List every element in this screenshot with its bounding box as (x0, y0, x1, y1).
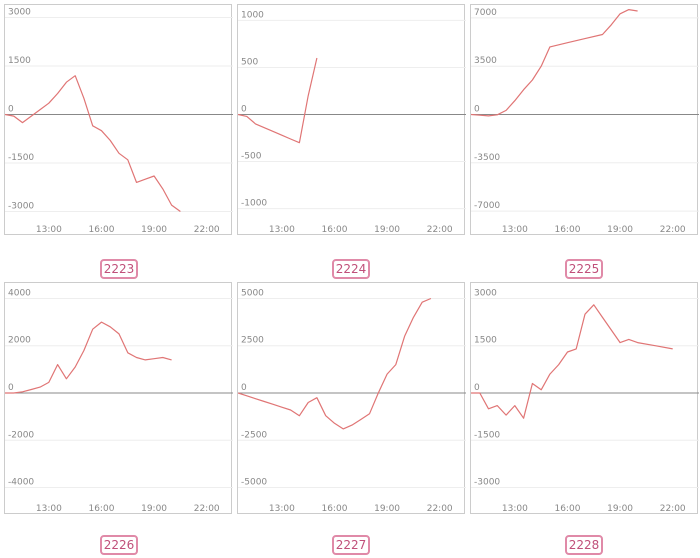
chart-panel-2225: 7000 3500 0 -3500 -7000 13:00 16:00 19:00 22:00 … (470, 4, 699, 279)
y-tick-label: -1500 (474, 430, 500, 440)
y-tick-label: -500 (241, 152, 262, 162)
plot-frame: 3000 1500 0 -1500 -3000 13:00 16:00 19:00 22:00 (4, 4, 233, 235)
line-chart-2225: 7000 3500 0 -3500 -7000 13:00 16:00 19:00 22:00 (471, 8, 699, 235)
y-tick-label: 2500 (241, 336, 264, 346)
chart-panel-2223: 3000 1500 0 -1500 -3000 13:00 16:00 19:00 22:00 … (4, 4, 233, 279)
x-tick-label: 22:00 (194, 504, 220, 514)
y-tick-label: 5000 (241, 288, 264, 298)
x-tick-label: 16:00 (88, 504, 114, 514)
y-tick-label: 3000 (8, 7, 31, 17)
series-line (238, 297, 432, 430)
x-tick-label: 13:00 (36, 225, 62, 235)
y-tick-label: -3500 (474, 153, 500, 163)
series-line (471, 304, 673, 419)
series-line (471, 9, 638, 117)
x-tick-label: 22:00 (660, 225, 686, 235)
x-tick-label: 19:00 (141, 225, 167, 235)
y-tick-label: -3000 (8, 202, 34, 212)
plot-frame: 5000 2500 0 -2500 -5000 13:00 16:00 19:00 22:00 (237, 282, 466, 514)
y-tick-label: -2500 (241, 430, 267, 440)
y-tick-label: 7000 (474, 8, 497, 18)
x-tick-label: 22:00 (660, 504, 686, 514)
y-tick-label: 1000 (241, 10, 264, 20)
y-tick-label: 0 (474, 105, 480, 115)
line-chart-2226: 4000 2000 0 -2000 -4000 13:00 16:00 19:00 22:00 (5, 288, 233, 514)
plot-frame: 4000 2000 0 -2000 -4000 13:00 16:00 19:00 22:00 (4, 282, 233, 514)
x-tick-label: 19:00 (607, 504, 633, 514)
chart-label-badge[interactable]: 2228 (565, 535, 603, 555)
y-tick-label: 3500 (474, 56, 497, 66)
series-line (5, 321, 172, 394)
line-chart-2223: 3000 1500 0 -1500 -3000 13:00 16:00 19:00 22:00 (5, 7, 233, 235)
y-tick-label: -1500 (8, 153, 34, 163)
x-tick-label: 19:00 (607, 225, 633, 235)
x-tick-label: 13:00 (36, 504, 62, 514)
x-tick-label: 22:00 (427, 504, 453, 514)
y-tick-label: 1500 (8, 56, 31, 66)
x-tick-label: 13:00 (502, 504, 528, 514)
x-tick-label: 22:00 (427, 225, 453, 235)
plot-frame: 1000 500 0 -500 -1000 13:00 16:00 19:00 22:00 (237, 4, 466, 235)
line-chart-2228: 3000 1500 0 -1500 -3000 13:00 16:00 19:00 22:00 (471, 288, 699, 514)
x-tick-label: 19:00 (374, 225, 400, 235)
line-chart-2227: 5000 2500 0 -2500 -5000 13:00 16:00 19:00 22:00 (238, 288, 466, 514)
chart-panel-2227: 5000 2500 0 -2500 -5000 13:00 16:00 19:00 22:00 … (237, 282, 466, 558)
x-tick-label: 13:00 (269, 225, 295, 235)
y-tick-label: 0 (474, 383, 480, 393)
line-chart-2224: 1000 500 0 -500 -1000 13:00 16:00 19:00 22:00 (238, 10, 466, 235)
x-tick-label: 16:00 (554, 504, 580, 514)
x-tick-label: 22:00 (194, 225, 220, 235)
y-tick-label: -4000 (8, 478, 34, 488)
x-tick-label: 19:00 (374, 504, 400, 514)
plot-frame: 7000 3500 0 -3500 -7000 13:00 16:00 19:00 22:00 (470, 4, 699, 235)
chart-panel-2228: 3000 1500 0 -1500 -3000 13:00 16:00 19:00 22:00 … (470, 282, 699, 558)
y-tick-label: 500 (241, 57, 258, 67)
chart-panel-2226: 4000 2000 0 -2000 -4000 13:00 16:00 19:00 22:00 … (4, 282, 233, 558)
x-tick-label: 19:00 (141, 504, 167, 514)
x-tick-label: 13:00 (269, 504, 295, 514)
y-tick-label: 0 (241, 383, 247, 393)
y-tick-label: -7000 (474, 201, 500, 211)
y-tick-label: -2000 (8, 430, 34, 440)
chart-panel-2224: 1000 500 0 -500 -1000 13:00 16:00 19:00 22:00 22… (237, 4, 466, 279)
chart-label-badge[interactable]: 2223 (100, 259, 138, 279)
y-tick-label: 0 (8, 383, 14, 393)
y-tick-label: 0 (8, 105, 14, 115)
y-tick-label: 1500 (474, 336, 497, 346)
y-tick-label: -5000 (241, 478, 267, 488)
y-tick-label: 4000 (8, 288, 31, 298)
series-line (238, 57, 318, 144)
y-tick-label: 3000 (474, 288, 497, 298)
y-tick-label: -3000 (474, 478, 500, 488)
x-tick-label: 16:00 (321, 225, 347, 235)
y-tick-label: -1000 (241, 199, 267, 209)
chart-label-badge[interactable]: 2224 (332, 259, 370, 279)
chart-label-badge[interactable]: 2226 (100, 535, 138, 555)
chart-label-badge[interactable]: 2225 (565, 259, 603, 279)
x-tick-label: 16:00 (88, 225, 114, 235)
chart-label-badge[interactable]: 2227 (332, 535, 370, 555)
x-tick-label: 16:00 (554, 225, 580, 235)
x-tick-label: 16:00 (321, 504, 347, 514)
x-tick-label: 13:00 (502, 225, 528, 235)
y-tick-label: 2000 (8, 336, 31, 346)
y-tick-label: 0 (241, 105, 247, 115)
plot-frame: 3000 1500 0 -1500 -3000 13:00 16:00 19:00 22:00 (470, 282, 699, 514)
series-line (5, 75, 181, 212)
